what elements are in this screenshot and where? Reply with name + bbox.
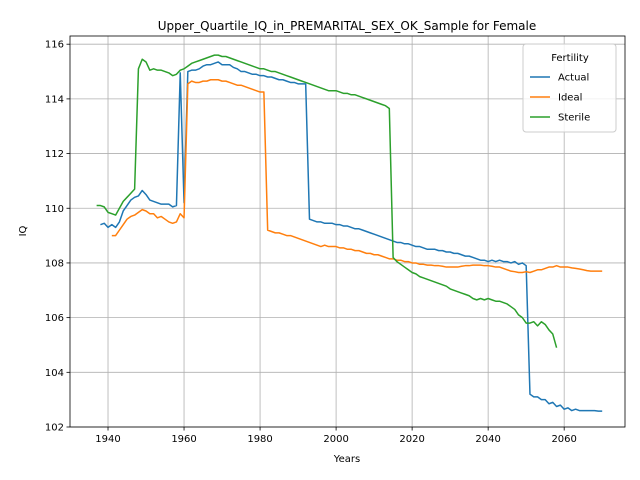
y-tick-label: 114 xyxy=(45,94,64,105)
x-tick-label: 2040 xyxy=(475,434,500,445)
x-tick-label: 2000 xyxy=(323,434,348,445)
plot-frame xyxy=(69,35,626,428)
x-axis-label: Years xyxy=(333,454,360,465)
y-tick-label: 110 xyxy=(45,204,64,215)
y-tick-label: 102 xyxy=(45,423,64,434)
x-tick-label: 1940 xyxy=(95,434,120,445)
ticks: 1940 1960 1980 2000 2020 2040 2060 102 104 106 108… xyxy=(45,40,577,445)
legend-box xyxy=(522,43,617,133)
legend-title: Fertility xyxy=(551,53,589,64)
y-tick-label: 104 xyxy=(45,368,64,379)
series-line-sterile xyxy=(96,54,558,348)
chart-title: Upper_Quartile_IQ_in_PREMARITAL_SEX_OK_S… xyxy=(158,19,537,33)
x-tick-label: 2060 xyxy=(551,434,576,445)
y-tick-label: 106 xyxy=(45,313,64,324)
x-tick-label: 2020 xyxy=(399,434,424,445)
legend-label-actual: Actual xyxy=(558,73,589,84)
series-line-ideal xyxy=(111,79,603,274)
y-axis-label: IQ xyxy=(18,225,29,236)
y-tick-label: 108 xyxy=(45,258,64,269)
legend-label-sterile: Sterile xyxy=(558,113,590,124)
series-layer xyxy=(96,54,603,412)
y-tick-label: 116 xyxy=(45,40,64,51)
x-tick-label: 1960 xyxy=(171,434,196,445)
x-tick-label: 1980 xyxy=(247,434,272,445)
legend: Fertility Actual Ideal Sterile xyxy=(522,43,617,133)
y-tick-label: 112 xyxy=(45,149,64,160)
legend-label-ideal: Ideal xyxy=(558,93,582,104)
